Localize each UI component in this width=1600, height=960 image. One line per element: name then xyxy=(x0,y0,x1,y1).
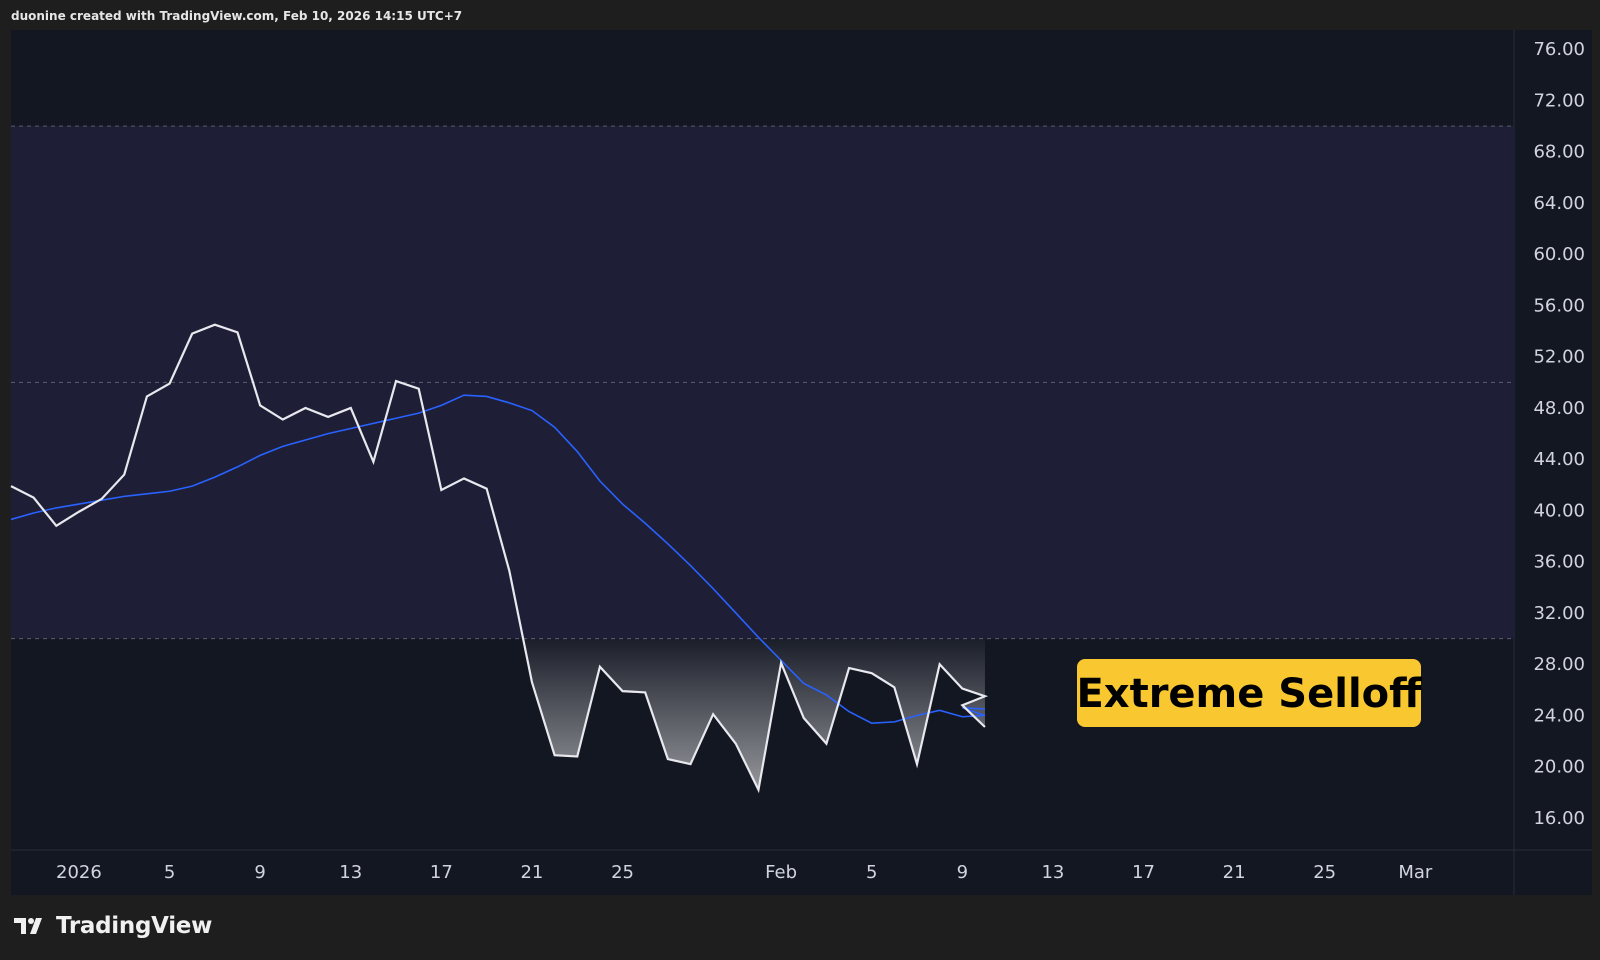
x-tick-label: 17 xyxy=(430,862,453,883)
tradingview-brand: TradingView xyxy=(56,913,213,939)
x-tick-label: 9 xyxy=(254,862,265,883)
y-tick-label: 60.00 xyxy=(1533,244,1585,265)
y-tick-label: 16.00 xyxy=(1533,808,1585,829)
x-tick-label: 13 xyxy=(1041,862,1064,883)
x-tick-label: 25 xyxy=(1313,862,1336,883)
y-tick-label: 76.00 xyxy=(1533,39,1585,60)
y-tick-label: 28.00 xyxy=(1533,654,1585,675)
chart-credit: duonine created with TradingView.com, Fe… xyxy=(11,9,463,23)
x-tick-label: 17 xyxy=(1132,862,1155,883)
x-tick-label: Mar xyxy=(1398,862,1433,883)
oversold-fill xyxy=(523,638,985,790)
y-tick-label: 24.00 xyxy=(1533,705,1585,726)
y-tick-label: 36.00 xyxy=(1533,552,1585,573)
annotation-box xyxy=(1077,659,1421,727)
x-tick-label: 13 xyxy=(339,862,362,883)
y-axis-panel xyxy=(1514,30,1592,850)
y-tick-label: 56.00 xyxy=(1533,295,1585,316)
y-tick-label: 20.00 xyxy=(1533,757,1585,778)
x-axis-panel xyxy=(11,850,1592,895)
y-tick-label: 68.00 xyxy=(1533,142,1585,163)
y-tick-label: 40.00 xyxy=(1533,500,1585,521)
y-tick-label: 48.00 xyxy=(1533,398,1585,419)
tradingview-logo-icon xyxy=(14,918,42,934)
x-tick-label: 5 xyxy=(866,862,877,883)
y-tick-label: 44.00 xyxy=(1533,449,1585,470)
y-tick-label: 72.00 xyxy=(1533,90,1585,111)
annotation-label: Extreme Selloff xyxy=(1076,671,1422,717)
tradingview-logo[interactable]: TradingView xyxy=(14,913,212,939)
x-tick-label: Feb xyxy=(765,862,797,883)
rsi-ma-line xyxy=(10,394,986,724)
x-tick-label: 5 xyxy=(164,862,175,883)
x-tick-label: 2026 xyxy=(56,862,102,883)
x-tick-label: 25 xyxy=(611,862,634,883)
x-tick-label: 9 xyxy=(957,862,968,883)
y-tick-label: 32.00 xyxy=(1533,603,1585,624)
y-tick-label: 64.00 xyxy=(1533,193,1585,214)
y-tick-label: 52.00 xyxy=(1533,347,1585,368)
rsi-line xyxy=(10,323,989,794)
x-tick-label: 21 xyxy=(520,862,543,883)
x-tick-label: 21 xyxy=(1223,862,1246,883)
